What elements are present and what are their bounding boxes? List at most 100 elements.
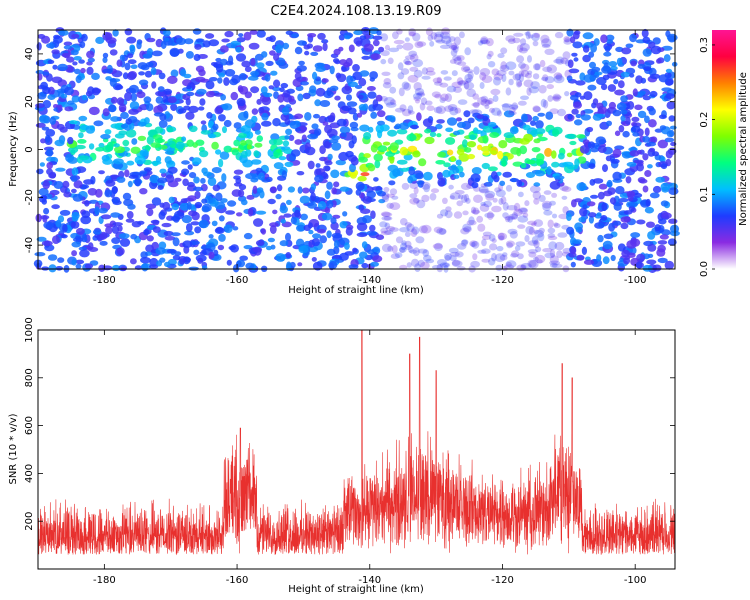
heatmap-cell <box>352 247 358 253</box>
heatmap-cell <box>310 183 317 191</box>
heatmap-cell <box>116 59 123 67</box>
heatmap-cell <box>307 202 318 209</box>
heatmap-cell <box>129 122 135 130</box>
heatmap-cell <box>300 213 308 221</box>
heatmap-cell <box>35 213 42 223</box>
heatmap-cell <box>613 202 622 211</box>
heatmap-cell <box>321 78 329 83</box>
heatmap-cell <box>660 163 668 170</box>
heatmap-cell <box>88 247 99 252</box>
heatmap-cell <box>170 215 181 222</box>
heatmap-cell <box>500 196 507 205</box>
heatmap-cell <box>534 229 544 238</box>
heatmap-cell <box>324 206 331 214</box>
heatmap-cell <box>102 265 113 271</box>
heatmap-cell <box>174 251 182 256</box>
heatmap-cell <box>62 224 68 233</box>
heatmap-cell <box>248 42 260 50</box>
heatmap-cell <box>335 72 342 79</box>
heatmap-cell <box>449 255 457 262</box>
heatmap-cell <box>357 94 364 100</box>
heatmap-cell <box>263 92 273 98</box>
heatmap-cell <box>300 81 309 86</box>
heatmap-cell <box>480 201 486 207</box>
heatmap-cell <box>610 254 616 262</box>
heatmap-cell <box>179 258 185 265</box>
heatmap-cell <box>546 84 554 90</box>
heatmap-cell <box>201 206 210 213</box>
heatmap-cell <box>73 180 83 189</box>
heatmap-cell <box>427 34 434 41</box>
heatmap-cell <box>616 102 627 111</box>
heatmap-cell <box>235 46 242 53</box>
heatmap-cell <box>181 136 187 142</box>
heatmap-cell <box>383 96 395 106</box>
heatmap-cell <box>586 126 594 133</box>
heatmap-cell <box>581 246 588 255</box>
heatmap-cell <box>290 216 297 225</box>
heatmap-cell <box>170 103 178 112</box>
heatmap-cell <box>360 172 370 177</box>
heatmap-cell <box>338 34 345 41</box>
heatmap-cell <box>426 67 435 73</box>
heatmap-cell <box>375 94 383 102</box>
heatmap-cell <box>358 204 365 211</box>
heatmap-cell <box>79 249 90 258</box>
heatmap-cell <box>429 193 437 201</box>
heatmap-cell <box>404 244 413 250</box>
heatmap-cell <box>553 223 561 229</box>
heatmap-cell <box>268 85 275 90</box>
heatmap-cell <box>241 199 248 206</box>
heatmap-cell <box>489 132 500 138</box>
heatmap-cell <box>91 87 101 96</box>
heatmap-cell <box>482 135 489 144</box>
heatmap-cell <box>282 140 290 147</box>
heatmap-cell <box>517 215 529 223</box>
heatmap-cell <box>286 199 292 205</box>
heatmap-cell <box>553 58 564 64</box>
heatmap-cell <box>515 79 523 88</box>
heatmap-cell <box>218 114 226 122</box>
heatmap-cell <box>533 219 544 227</box>
heatmap-cell <box>576 134 586 139</box>
heatmap-cell <box>290 33 299 38</box>
heatmap-cell <box>511 102 519 111</box>
heatmap-cell <box>139 170 148 175</box>
heatmap-cell <box>506 242 513 249</box>
heatmap-cell <box>119 54 125 61</box>
heatmap-cell <box>102 68 113 74</box>
heatmap-cell <box>527 70 533 75</box>
heatmap-cell <box>188 125 198 133</box>
heatmap-cell <box>85 90 93 97</box>
heatmap-cell <box>297 186 303 194</box>
heatmap-cell <box>593 71 603 76</box>
heatmap-cell <box>592 178 604 184</box>
heatmap-cell <box>566 75 573 82</box>
heatmap-cell <box>322 121 329 126</box>
heatmap-cell <box>583 74 594 83</box>
heatmap-cell <box>572 41 583 49</box>
heatmap-cell <box>642 264 653 272</box>
heatmap-cell <box>573 57 579 62</box>
heatmap-cell <box>232 264 240 273</box>
heatmap-cell <box>275 253 286 262</box>
heatmap-cell <box>171 232 181 237</box>
heatmap-cell <box>246 144 252 150</box>
spectrogram-x-tick-label: -160 <box>226 275 249 286</box>
heatmap-cell <box>470 260 480 268</box>
heatmap-cell <box>533 63 541 71</box>
heatmap-cell <box>547 235 558 241</box>
heatmap-cell <box>504 215 515 221</box>
heatmap-cell <box>144 117 150 125</box>
heatmap-cell <box>63 45 73 50</box>
heatmap-cell <box>327 153 333 161</box>
heatmap-cell <box>620 222 629 230</box>
heatmap-cell <box>462 66 471 71</box>
heatmap-cell <box>491 238 497 243</box>
heatmap-cell <box>473 101 480 109</box>
heatmap-cell <box>407 145 418 153</box>
heatmap-cell <box>79 41 86 49</box>
heatmap-cell <box>276 148 282 153</box>
heatmap-cell <box>438 228 447 235</box>
heatmap-cell <box>481 75 493 83</box>
